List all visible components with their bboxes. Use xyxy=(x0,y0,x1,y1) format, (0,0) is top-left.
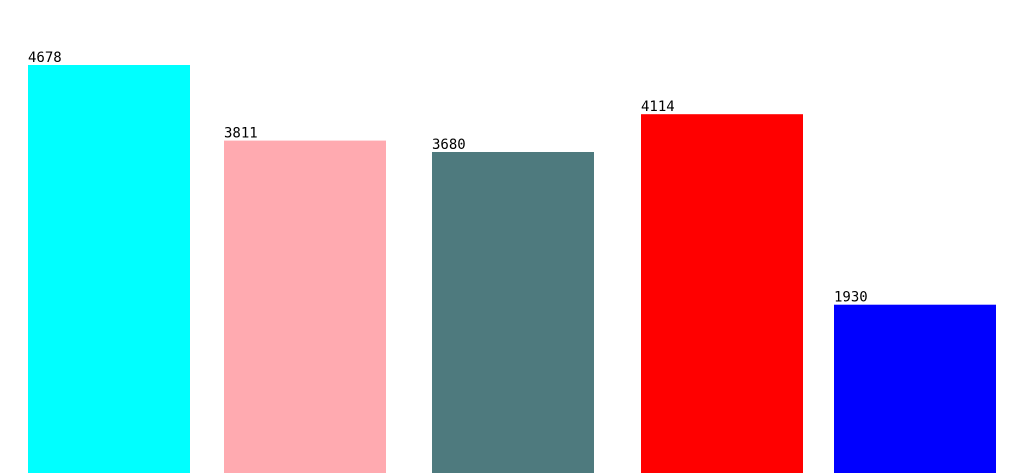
bar-1 xyxy=(28,65,190,473)
bars-group xyxy=(28,65,996,473)
bar-value-label-5: 1930 xyxy=(834,290,868,306)
bar-value-label-1: 4678 xyxy=(28,50,62,66)
bar-5 xyxy=(834,304,996,473)
bar-value-label-4: 4114 xyxy=(641,99,675,115)
bar-2 xyxy=(224,140,386,473)
data-labels-group: 4678 3811 3680 4114 1930 xyxy=(28,50,868,306)
bar-value-label-2: 3811 xyxy=(224,126,258,142)
bar-3 xyxy=(432,152,594,473)
bar-value-label-3: 3680 xyxy=(432,137,466,153)
bar-4 xyxy=(641,114,803,473)
